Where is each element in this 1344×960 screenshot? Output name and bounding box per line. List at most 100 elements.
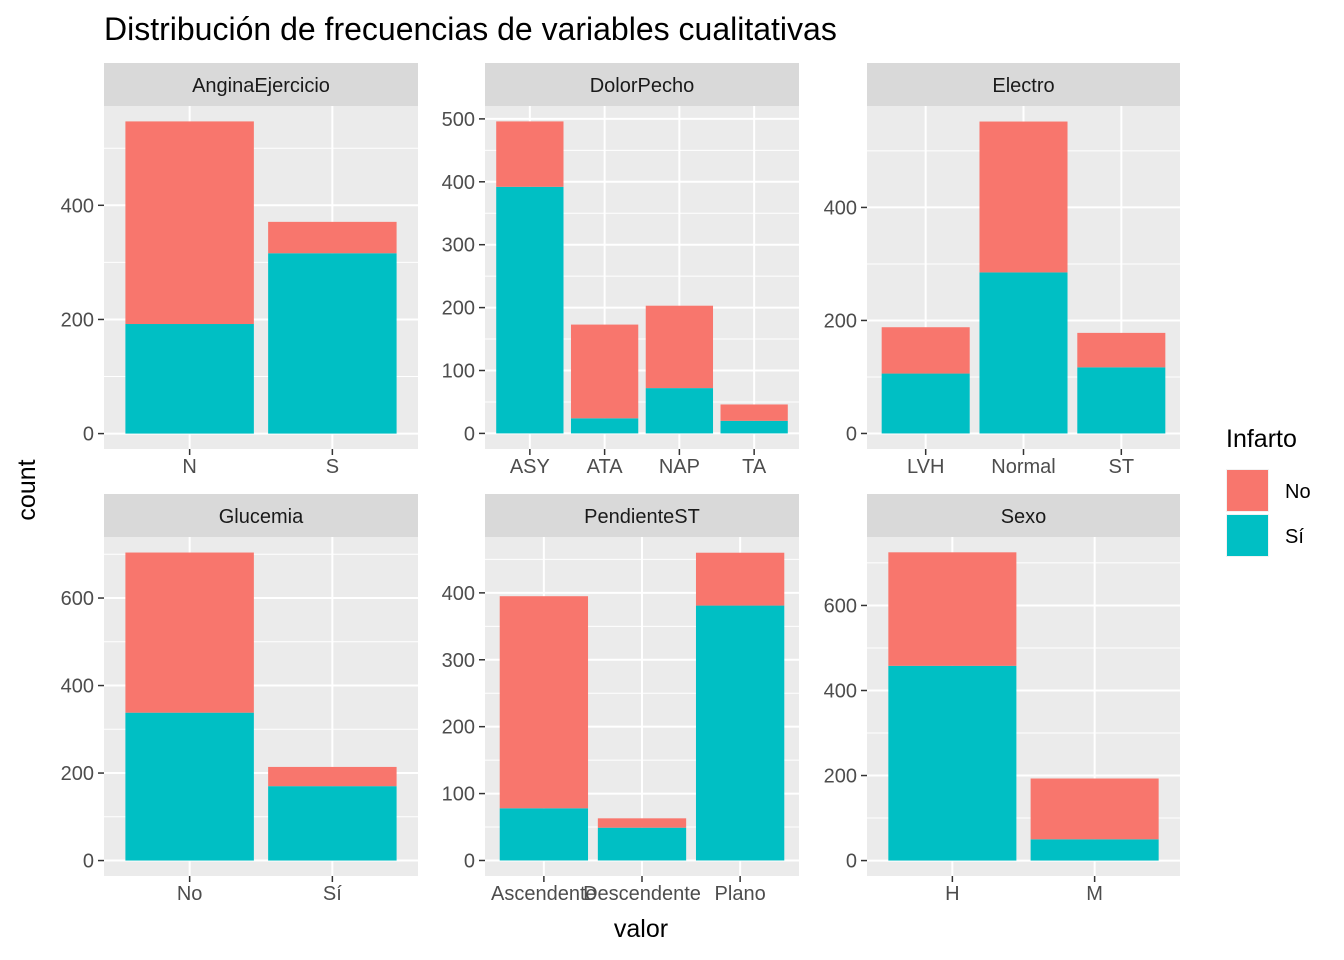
facet-strip-label: PendienteST [584, 506, 700, 528]
y-tick-label: 400 [61, 676, 94, 698]
bar-electro-normal-no [979, 121, 1068, 273]
facet-strip [104, 494, 418, 537]
legend: Infarto No Sí [1226, 425, 1311, 557]
facet-strip [485, 494, 799, 537]
bar-sexo-m-si [1030, 839, 1159, 861]
y-axis-title: count [13, 459, 41, 520]
bar-anginaejercicio-n-si [125, 324, 254, 434]
x-tick-label: ST [1109, 456, 1135, 478]
facet-panels: AnginaEjercicio 0 200 400 N S DolorPecho 0 100 20… [61, 63, 1180, 905]
bar-pendientest-plano-no [695, 552, 785, 606]
y-tick-label: 600 [824, 595, 857, 617]
y-tick-label: 500 [442, 109, 475, 131]
facet-strip-label: AnginaEjercicio [192, 75, 330, 97]
bar-anginaejercicio-s-no [268, 221, 397, 254]
facet-anginaejercicio: AnginaEjercicio 0 200 400 N S [61, 63, 418, 478]
facet-pendientest: PendienteST 0 100 200 300 400 AscendenteDescen… [442, 494, 799, 905]
x-tick-label: H [945, 883, 959, 905]
y-tick-label: 200 [61, 309, 94, 331]
y-tick-label: 0 [464, 850, 475, 872]
y-tick-label: 200 [442, 717, 475, 739]
y-tick-label: 200 [442, 298, 475, 320]
bar-electro-lvh-no [881, 327, 970, 374]
y-tick-label: 300 [442, 650, 475, 672]
y-tick-label: 400 [824, 197, 857, 219]
bar-dolorpecho-ta-si [720, 420, 788, 434]
facet-glucemia: Glucemia 0 200 400 600 No Sí [61, 494, 418, 905]
bar-pendientest-plano-si [695, 605, 785, 861]
bar-dolorpecho-asy-no [496, 121, 564, 187]
bar-sexo-h-no [888, 552, 1017, 666]
facet-strip [867, 63, 1180, 106]
bar-pendientest-ascendente-si [499, 808, 589, 861]
y-tick-label: 200 [61, 763, 94, 785]
facet-electro: Electro 0 200 400 LVH Normal ST [824, 63, 1180, 478]
x-tick-label: Plano [715, 883, 766, 905]
bar-glucemia-no-no [125, 552, 254, 713]
facet-dolorpecho: DolorPecho 0 100 200 300 400 500 ASY ATA NAP TA [442, 63, 799, 478]
y-tick-label: 300 [442, 235, 475, 257]
legend-label-no: No [1285, 481, 1311, 503]
y-tick-label: 0 [464, 423, 475, 445]
bar-electro-lvh-si [881, 373, 970, 434]
facet-strip-label: Electro [992, 75, 1054, 97]
x-tick-label: N [182, 456, 196, 478]
legend-label-si: Sí [1285, 526, 1304, 548]
x-tick-label: Descendente [583, 883, 701, 905]
bar-pendientest-descendente-no [597, 818, 687, 828]
x-tick-label: ASY [510, 456, 550, 478]
legend-key-si [1227, 515, 1268, 556]
x-tick-label: M [1086, 883, 1103, 905]
y-tick-label: 100 [442, 784, 475, 806]
x-axis-title: valor [614, 915, 668, 943]
bar-glucemia-s--si [268, 786, 397, 861]
facet-strip-label: Glucemia [219, 506, 304, 528]
y-tick-label: 200 [824, 766, 857, 788]
y-tick-label: 100 [442, 360, 475, 382]
bar-electro-normal-si [979, 272, 1068, 434]
bar-electro-st-si [1077, 367, 1166, 434]
facet-strip [485, 63, 799, 106]
bar-dolorpecho-ata-si [570, 418, 639, 434]
facet-strip [104, 63, 418, 106]
bar-dolorpecho-ata-no [570, 324, 639, 419]
x-tick-label: ATA [587, 456, 624, 478]
y-tick-label: 0 [83, 424, 94, 446]
facet-strip-label: DolorPecho [590, 75, 695, 97]
bar-sexo-m-no [1030, 778, 1159, 840]
x-tick-label: S [326, 456, 339, 478]
bar-glucemia-no-si [125, 712, 254, 861]
bar-glucemia-s--no [268, 766, 397, 787]
bar-pendientest-descendente-si [597, 827, 687, 861]
x-tick-label: NAP [659, 456, 700, 478]
bar-dolorpecho-nap-si [645, 388, 714, 434]
y-tick-label: 600 [61, 588, 94, 610]
bar-sexo-h-si [888, 665, 1017, 861]
y-tick-label: 400 [61, 195, 94, 217]
x-tick-label: No [177, 883, 203, 905]
facet-sexo: Sexo 0 200 400 600 H M [824, 494, 1180, 905]
bar-pendientest-ascendente-no [499, 596, 589, 809]
y-tick-label: 400 [824, 680, 857, 702]
bar-anginaejercicio-n-no [125, 121, 254, 325]
bar-dolorpecho-ta-no [720, 404, 788, 421]
facet-strip-label: Sexo [1001, 506, 1047, 528]
y-tick-label: 0 [83, 851, 94, 873]
x-tick-label: Normal [991, 456, 1055, 478]
y-tick-label: 0 [846, 423, 857, 445]
legend-key-no [1227, 470, 1268, 511]
bar-anginaejercicio-s-si [268, 253, 397, 434]
chart-title: Distribución de frecuencias de variables… [104, 11, 837, 47]
x-tick-label: Sí [323, 883, 342, 905]
bar-electro-st-no [1077, 332, 1166, 368]
y-tick-label: 400 [442, 583, 475, 605]
x-tick-label: Ascendente [491, 883, 597, 905]
facet-strip [867, 494, 1180, 537]
y-tick-label: 200 [824, 310, 857, 332]
bar-dolorpecho-nap-no [645, 305, 714, 389]
bar-dolorpecho-asy-si [496, 186, 564, 434]
y-tick-label: 0 [846, 851, 857, 873]
y-tick-label: 400 [442, 172, 475, 194]
x-tick-label: LVH [907, 456, 944, 478]
